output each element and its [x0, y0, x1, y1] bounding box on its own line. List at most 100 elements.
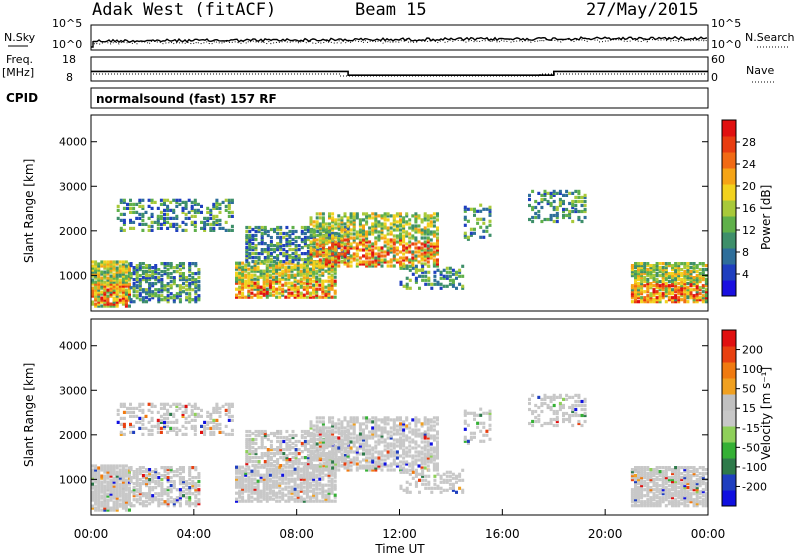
- power-cell: [132, 272, 136, 276]
- velocity-cell: [275, 481, 279, 485]
- velocity-cell: [334, 424, 338, 428]
- power-cell: [680, 280, 684, 284]
- power-cell: [115, 260, 119, 264]
- power-cell: [414, 266, 418, 270]
- velocity-cell: [260, 454, 264, 458]
- velocity-cell: [282, 456, 286, 460]
- velocity-cell: [121, 476, 125, 480]
- power-cell: [439, 276, 443, 280]
- power-cell: [392, 234, 396, 238]
- power-cell: [658, 288, 662, 292]
- velocity-cell: [185, 482, 189, 486]
- velocity-cell: [362, 444, 365, 448]
- power-cell: [148, 286, 152, 290]
- power-cell: [328, 256, 331, 260]
- power-cell: [288, 239, 292, 244]
- velocity-cell: [402, 430, 406, 434]
- velocity-cell: [247, 485, 251, 489]
- velocity-cell: [389, 426, 393, 430]
- power-cell: [129, 286, 133, 290]
- velocity-cell: [119, 416, 123, 420]
- velocity-cell: [106, 476, 110, 480]
- power-cell: [386, 252, 390, 256]
- velocity-cell: [122, 404, 126, 408]
- velocity-cell: [94, 494, 98, 498]
- power-cell: [265, 287, 269, 291]
- velocity-cell: [395, 432, 399, 436]
- power-cell: [306, 227, 310, 232]
- power-cell: [634, 294, 637, 298]
- power-cell: [132, 220, 136, 224]
- power-cell: [245, 250, 249, 254]
- power-cell: [235, 267, 238, 271]
- power-cell: [455, 286, 458, 290]
- power-cell: [238, 279, 242, 283]
- velocity-cell: [119, 422, 123, 426]
- power-cell: [91, 288, 94, 292]
- velocity-cell: [380, 434, 384, 438]
- power-cell: [94, 286, 98, 290]
- power-cell: [365, 220, 369, 224]
- power-cell: [138, 282, 142, 286]
- velocity-cell: [269, 446, 273, 450]
- power-cell: [148, 284, 152, 288]
- power-cell: [212, 214, 216, 218]
- velocity-cell: [309, 477, 312, 481]
- velocity-cell: [331, 448, 335, 452]
- velocity-cell: [135, 468, 139, 472]
- power-cell: [476, 209, 480, 213]
- velocity-cell: [163, 492, 167, 496]
- power-cell: [284, 273, 288, 277]
- velocity-cell: [269, 439, 273, 444]
- power-cell: [362, 240, 365, 244]
- velocity-cell: [103, 508, 107, 512]
- velocity-cell: [97, 492, 101, 496]
- power-cell: [680, 262, 684, 266]
- power-cell: [324, 238, 328, 242]
- velocity-cell: [194, 488, 198, 492]
- velocity-cell: [358, 466, 362, 470]
- power-cell: [646, 282, 650, 286]
- power-cell: [97, 294, 101, 298]
- power-cell: [334, 236, 338, 240]
- power-cell: [287, 273, 291, 277]
- power-cell: [328, 260, 331, 264]
- power-cell: [293, 295, 297, 299]
- power-cell: [346, 220, 350, 224]
- power-cell: [294, 229, 298, 234]
- power-cell: [365, 246, 369, 250]
- power-cell: [250, 295, 254, 299]
- velocity-cell: [263, 435, 267, 440]
- power-cell: [97, 300, 101, 304]
- velocity-cell: [100, 468, 104, 472]
- power-cell: [279, 231, 283, 236]
- power-cell: [318, 250, 322, 254]
- velocity-cell: [260, 437, 264, 442]
- power-cell: [327, 291, 331, 295]
- power-cell: [181, 206, 185, 210]
- power-cell: [695, 274, 699, 278]
- power-cell: [160, 270, 164, 274]
- power-cell: [689, 280, 693, 284]
- velocity-cell: [148, 472, 152, 476]
- power-cell: [386, 214, 390, 218]
- velocity-cell: [178, 490, 182, 494]
- power-cell: [265, 293, 269, 297]
- power-cell: [182, 276, 185, 280]
- power-cell: [244, 285, 248, 289]
- power-cell: [294, 258, 298, 262]
- power-cell: [91, 300, 94, 304]
- power-cell: [701, 296, 705, 300]
- velocity-cell: [144, 414, 148, 418]
- velocity-cell: [103, 466, 107, 470]
- power-cell: [634, 296, 637, 300]
- velocity-cell: [91, 494, 94, 498]
- power-cell: [212, 202, 216, 206]
- velocity-cell: [368, 436, 372, 440]
- power-cell: [148, 288, 152, 292]
- power-cell: [420, 220, 424, 224]
- power-cell: [135, 274, 139, 278]
- power-cell: [306, 229, 310, 234]
- power-cell: [248, 237, 252, 242]
- power-cell: [312, 234, 316, 238]
